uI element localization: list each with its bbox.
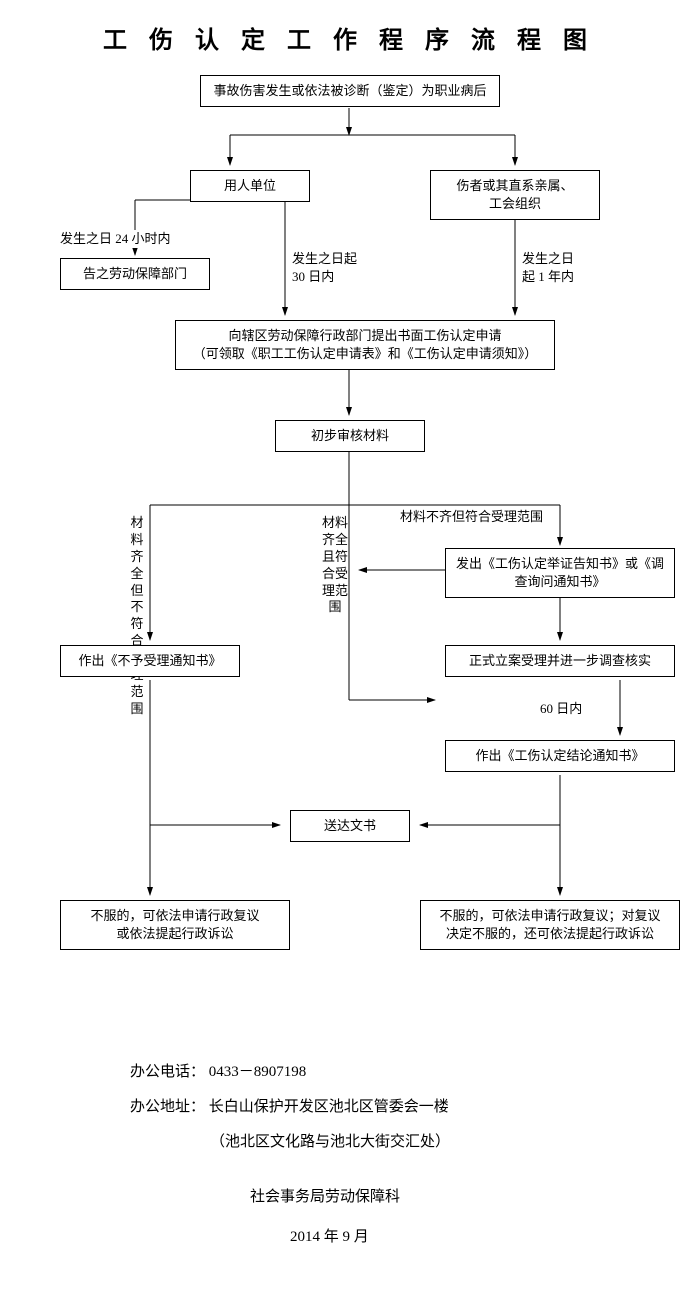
- node-start: 事故伤害发生或依法被诊断（鉴定）为职业病后: [200, 75, 500, 107]
- label-24h: 发生之日 24 小时内: [60, 230, 171, 248]
- label-reject: 材料齐全但不符合受理范围: [130, 515, 144, 718]
- footer-phone: 办公电话： 0433－8907198: [130, 1060, 306, 1081]
- addr-label: 办公地址：: [130, 1099, 205, 1115]
- phone-label: 办公电话：: [130, 1064, 205, 1080]
- label-incomplete: 材料不齐但符合受理范围: [400, 508, 543, 526]
- node-review: 初步审核材料: [275, 420, 425, 452]
- node-appeal1: 不服的，可依法申请行政复议 或依法提起行政诉讼: [60, 900, 290, 950]
- node-victim: 伤者或其直系亲属、 工会组织: [430, 170, 600, 220]
- footer-addr: 办公地址： 长白山保护开发区池北区管委会一楼: [130, 1095, 449, 1116]
- node-reject: 作出《不予受理通知书》: [60, 645, 240, 677]
- label-complete: 材料齐全且符合受理范围: [320, 515, 350, 616]
- node-employer: 用人单位: [190, 170, 310, 202]
- label-1y: 发生之日 起 1 年内: [522, 250, 574, 286]
- node-appeal2: 不服的，可依法申请行政复议；对复议 决定不服的，还可依法提起行政诉讼: [420, 900, 680, 950]
- flowchart-container: 工 伤 认 定 工 作 程 序 流 程 图: [0, 0, 698, 1300]
- addr-value1: 长白山保护开发区池北区管委会一楼: [209, 1099, 449, 1115]
- node-conclusion: 作出《工伤认定结论通知书》: [445, 740, 675, 772]
- node-notice: 发出《工伤认定举证告知书》或《调 查询问通知书》: [445, 548, 675, 598]
- footer-addr2: （池北区文化路与池北大街交汇处）: [210, 1130, 450, 1151]
- footer-date: 2014 年 9 月: [290, 1225, 369, 1246]
- label-30d: 发生之日起 30 日内: [292, 250, 357, 286]
- phone-value: 0433－8907198: [209, 1064, 307, 1080]
- node-deliver: 送达文书: [290, 810, 410, 842]
- footer-dept: 社会事务局劳动保障科: [250, 1185, 400, 1206]
- node-accept: 正式立案受理并进一步调查核实: [445, 645, 675, 677]
- node-notify: 告之劳动保障部门: [60, 258, 210, 290]
- node-apply: 向辖区劳动保障行政部门提出书面工伤认定申请 （可领取《职工工伤认定申请表》和《工…: [175, 320, 555, 370]
- label-60d: 60 日内: [540, 700, 582, 718]
